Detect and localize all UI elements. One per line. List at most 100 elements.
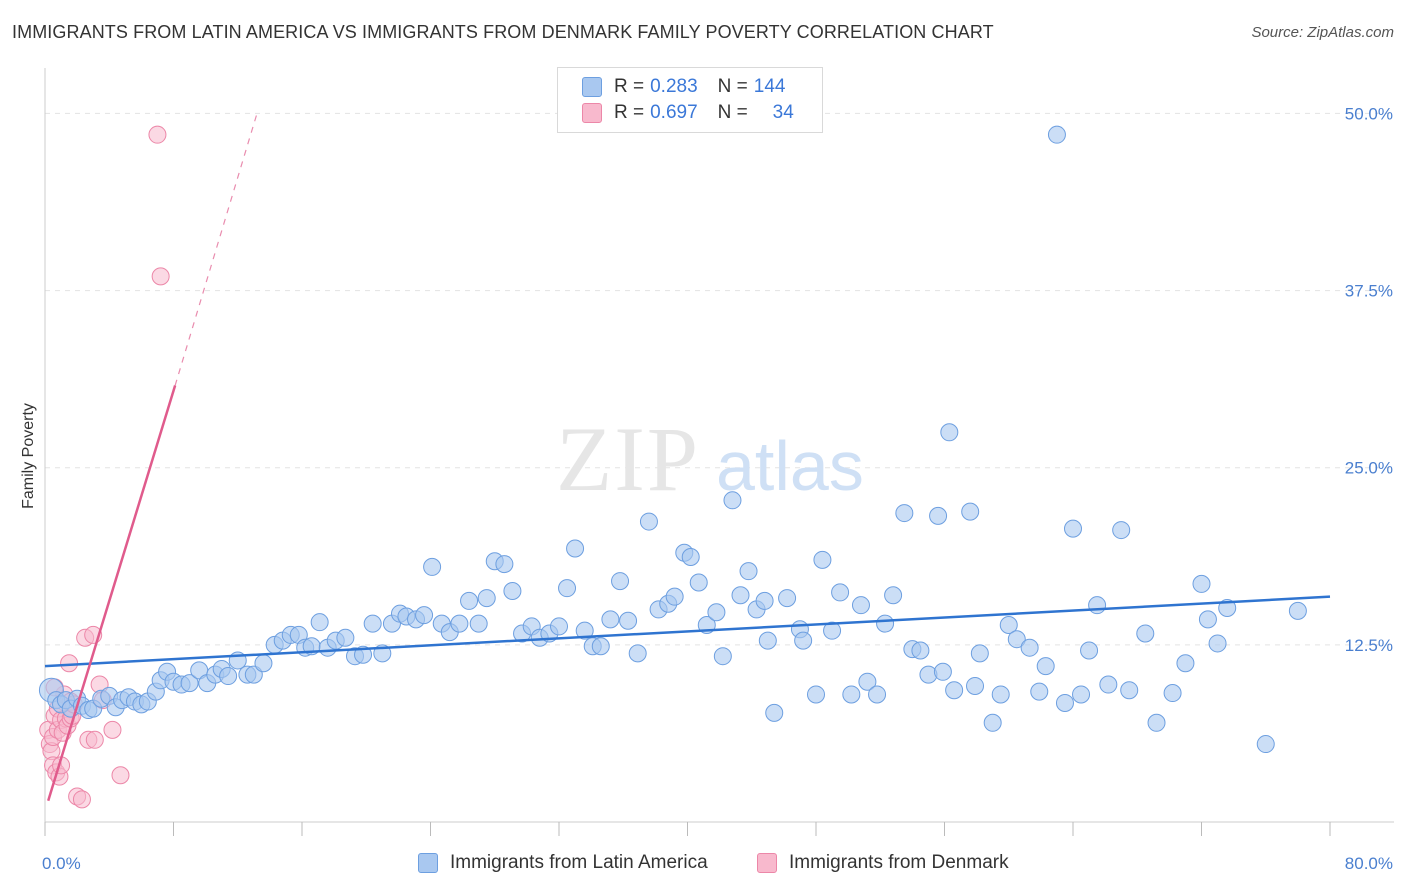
legend-label: Immigrants from Latin America: [450, 852, 708, 873]
latin-america-point: [1112, 521, 1131, 540]
y-tick-label: 50.0%: [1345, 104, 1393, 123]
n-label: N =: [717, 76, 748, 97]
denmark-point: [111, 766, 130, 785]
latin-america-point: [1120, 681, 1139, 700]
latin-america-point: [755, 591, 774, 610]
gridlines: [45, 112, 1390, 646]
latin-america-point: [999, 616, 1018, 635]
latin-america-point: [911, 641, 930, 660]
latin-america-point: [713, 647, 732, 666]
latin-america-point: [1099, 675, 1118, 694]
legend-row-latin-america: R = 0.283 N = 144: [582, 75, 785, 99]
latin-america-point: [469, 614, 488, 633]
latin-america-point: [813, 550, 832, 569]
y-tick-label: 12.5%: [1345, 636, 1393, 655]
latin-america-point: [254, 654, 273, 673]
latin-america-point: [619, 611, 638, 630]
latin-america-point: [1030, 682, 1049, 701]
latin-america-swatch: [582, 77, 602, 97]
latin-america-trend-line: [44, 595, 1331, 668]
latin-america-point: [566, 539, 585, 558]
legend-row-denmark: R = 0.697 N = 34: [582, 101, 794, 125]
r-label: R =: [614, 76, 645, 97]
r-value: 0.697: [650, 102, 698, 123]
trend-lines: [44, 113, 1331, 802]
watermark-atlas: atlas: [716, 427, 864, 505]
latin-america-point: [1192, 574, 1211, 593]
latin-america-point: [503, 582, 522, 601]
denmark-point: [151, 267, 170, 286]
latin-america-point: [628, 644, 647, 663]
latin-america-point: [639, 512, 658, 531]
latin-america-point: [495, 555, 514, 574]
latin-america-point: [1147, 713, 1166, 732]
latin-america-point: [876, 614, 895, 633]
y-tick-label: 25.0%: [1345, 459, 1393, 478]
latin-america-point: [611, 572, 630, 591]
tick-labels: 12.5% 25.0% 37.5% 50.0% 0.0% 80.0%: [42, 104, 1393, 873]
legend-item-denmark: Immigrants from Denmark: [757, 852, 1009, 874]
latin-america-point: [219, 667, 238, 686]
latin-america-point: [1163, 684, 1182, 703]
n-value: 144: [753, 76, 786, 97]
latin-america-point: [1036, 657, 1055, 676]
latin-america-point: [415, 606, 434, 625]
latin-america-point: [778, 589, 797, 608]
latin-america-point: [1020, 638, 1039, 657]
denmark-trend-extension: [174, 113, 258, 386]
latin-america-point: [945, 681, 964, 700]
latin-america-point: [933, 662, 952, 681]
latin-america-point: [591, 637, 610, 656]
latin-america-point: [758, 631, 777, 650]
latin-america-point: [665, 587, 684, 606]
latin-america-point: [868, 685, 887, 704]
latin-america-point: [477, 589, 496, 608]
series-legend: Immigrants from Latin America Immigrants…: [0, 852, 1406, 878]
latin-america-point: [1218, 599, 1237, 618]
latin-america-point: [1072, 685, 1091, 704]
source-label: Source: ZipAtlas.com: [1251, 24, 1394, 41]
legend-item-latin-america: Immigrants from Latin America: [418, 852, 708, 874]
latin-america-point: [1055, 693, 1074, 712]
denmark-point: [103, 720, 122, 739]
denmark-trend-line: [47, 385, 177, 802]
latin-america-point: [1088, 596, 1107, 615]
latin-america-swatch: [418, 853, 438, 873]
latin-america-point: [601, 610, 620, 629]
correlation-legend: R = 0.283 N = 144 R = 0.697 N = 34: [557, 67, 823, 133]
latin-america-point: [1176, 654, 1195, 673]
denmark-swatch: [582, 103, 602, 123]
latin-america-point: [895, 504, 914, 523]
latin-america-point: [794, 631, 813, 650]
watermark: ZIP atlas: [556, 408, 864, 510]
latin-america-point: [1256, 735, 1275, 754]
latin-america-point: [310, 613, 329, 632]
latin-america-point: [991, 685, 1010, 704]
latin-america-point: [851, 596, 870, 615]
latin-america-point: [1007, 630, 1026, 649]
n-label: N =: [717, 102, 748, 123]
latin-america-point: [1288, 601, 1307, 620]
chart-title: IMMIGRANTS FROM LATIN AMERICA VS IMMIGRA…: [12, 22, 994, 42]
latin-america-point: [1208, 634, 1227, 653]
r-label: R =: [614, 102, 645, 123]
latin-america-point: [707, 603, 726, 622]
latin-america-point: [929, 506, 948, 525]
latin-america-point: [550, 617, 568, 636]
latin-america-point: [1136, 624, 1155, 643]
denmark-point: [148, 125, 167, 144]
latin-america-point: [831, 583, 850, 602]
latin-america-point: [940, 423, 959, 442]
latin-america-point: [180, 674, 199, 693]
y-tick-label: 37.5%: [1345, 282, 1393, 301]
n-value: 34: [772, 102, 794, 123]
latin-america-point: [354, 645, 373, 664]
latin-america-point: [689, 573, 708, 592]
latin-america-point: [765, 703, 784, 722]
latin-america-points: [38, 125, 1307, 754]
latin-america-point: [1047, 125, 1066, 144]
latin-america-point: [731, 586, 750, 605]
denmark-point: [72, 790, 91, 809]
latin-america-point: [966, 676, 985, 695]
